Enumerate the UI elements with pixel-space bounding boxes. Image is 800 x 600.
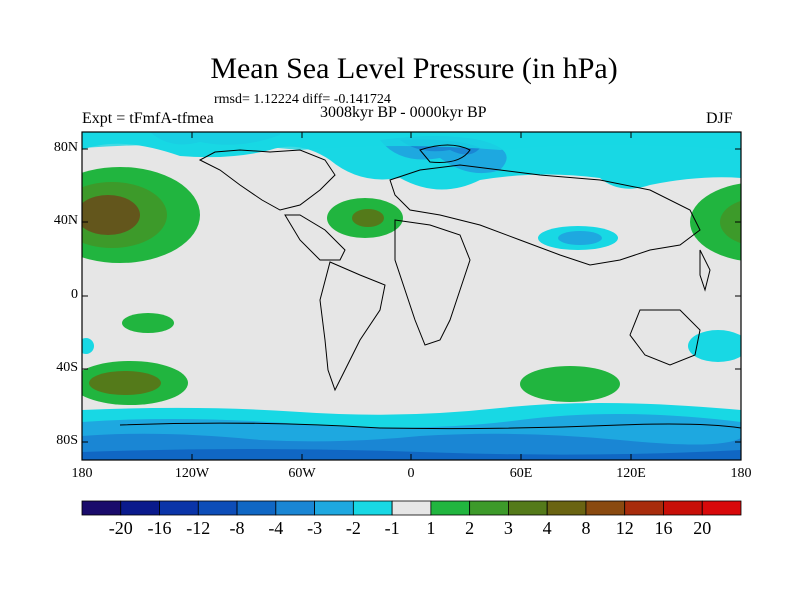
colorbar-label: -8 (229, 518, 245, 538)
colorbar-swatch (275, 500, 315, 516)
season-label: DJF (706, 110, 733, 127)
colorbar-swatch (159, 500, 199, 516)
colorbar-swatch (120, 500, 160, 516)
colorbar-label: 8 (581, 518, 591, 538)
north-light-blue (82, 132, 741, 190)
colorbar-swatch (81, 500, 122, 516)
tick-marks (82, 132, 741, 460)
lat-label: 80S (56, 433, 78, 448)
lon-label: 60W (288, 466, 316, 481)
colorbar (81, 500, 742, 516)
pacific-high-west-core (82, 195, 140, 235)
stats-text: rmsd= 1.12224 diff= -0.141724 (214, 92, 391, 107)
lon-label: 0 (407, 466, 415, 481)
lon-label: 120W (174, 466, 210, 481)
colorbar-label: -4 (268, 518, 284, 538)
colorbar-label: 1 (426, 518, 436, 538)
lon-label: 180 (730, 466, 752, 481)
colorbar-label: 16 (654, 518, 673, 538)
south-indian-high (520, 366, 620, 402)
tibet-low-inner (558, 231, 602, 245)
colorbar-swatch (314, 500, 354, 516)
south-pacific-low-left (82, 338, 94, 354)
pacific-high-east (690, 183, 741, 261)
colorbar-swatch (236, 500, 277, 516)
lat-label: 40N (53, 213, 78, 228)
colorbar-label: 2 (465, 518, 475, 538)
colorbar-label: -3 (307, 518, 323, 538)
period-label: 3008kyr BP - 0000kyr BP (320, 104, 487, 121)
colorbar-label: -20 (108, 518, 133, 538)
colorbar-swatch (663, 500, 703, 516)
lon-label: 180 (71, 466, 93, 481)
colorbar-label: 20 (693, 518, 712, 538)
north-polar-band (82, 132, 741, 150)
map-title: Mean Sea Level Pressure (in hPa) (210, 52, 618, 85)
colorbar-swatch (546, 500, 587, 516)
lon-label: 120E (616, 466, 646, 481)
lon-label: 60E (509, 466, 533, 481)
tropical-green (122, 313, 174, 333)
colorbar-swatch (197, 500, 238, 516)
colorbar-label: -1 (384, 518, 400, 538)
coastlines (119, 144, 741, 430)
pacific-high-east-2 (720, 200, 741, 244)
colorbar-swatch (508, 500, 548, 516)
lat-label: 80N (53, 140, 78, 155)
colorbar-swatch (352, 500, 393, 516)
colorbar-label: 3 (503, 518, 513, 538)
colorbar-label: 4 (542, 518, 552, 538)
colorbar-swatch (624, 500, 664, 516)
colorbar-swatch (585, 500, 626, 516)
south-pacific-high-core (89, 371, 161, 395)
experiment-label: Expt = tFmfA-tfmea (82, 110, 214, 127)
south-pacific-low-right (688, 330, 741, 362)
lat-label: 0 (71, 287, 78, 302)
colorbar-label: -2 (345, 518, 361, 538)
colorbar-label: 12 (615, 518, 634, 538)
colorbar-swatch (430, 500, 471, 516)
colorbar-swatch (469, 500, 509, 516)
colorbar-label: -12 (186, 518, 211, 538)
atlantic-high-core (352, 209, 384, 227)
contour-field (82, 132, 741, 460)
colorbar-swatch (391, 500, 432, 516)
colorbar-swatch (701, 500, 742, 516)
lat-label: 40S (56, 360, 78, 375)
colorbar-label: -16 (147, 518, 172, 538)
